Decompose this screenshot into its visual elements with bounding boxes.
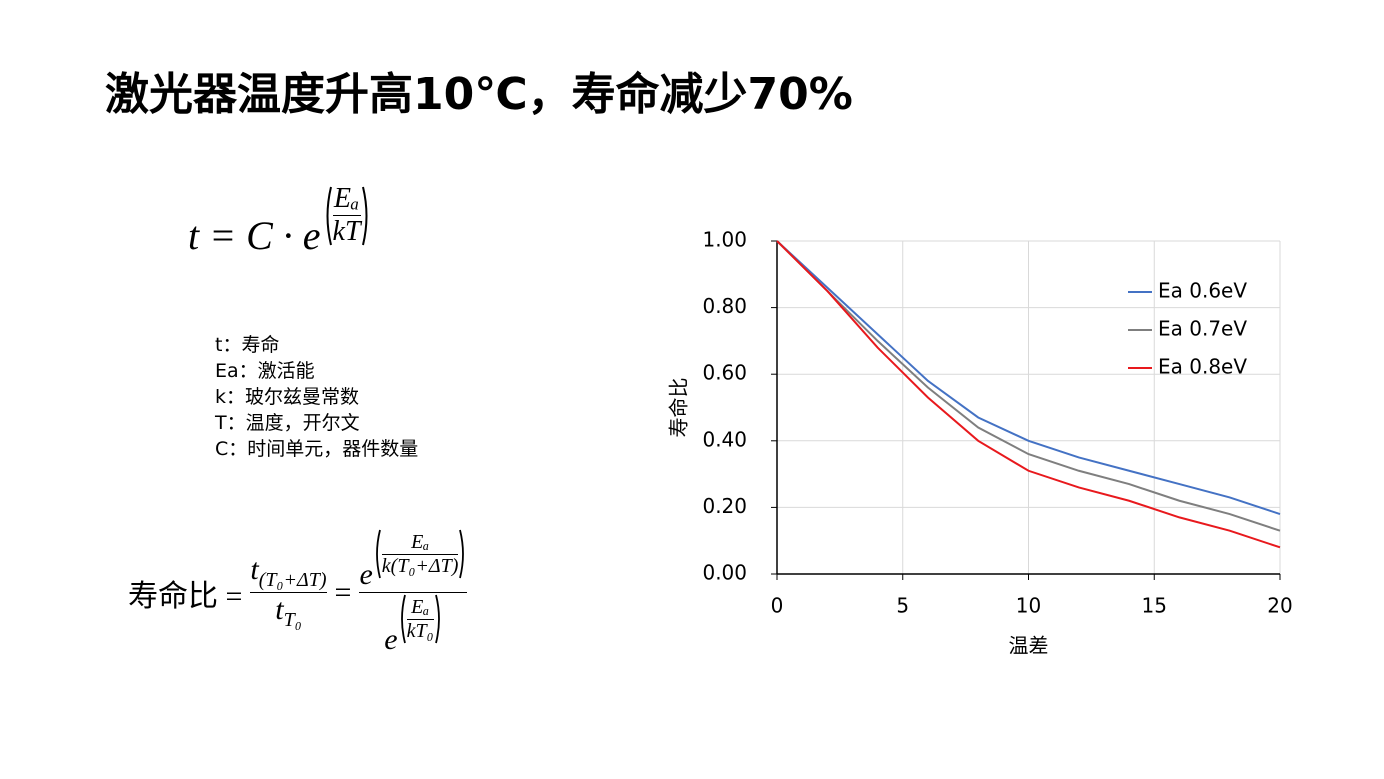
fraction: e Eₐ k(T₀+ΔT) e Eₐ kT₀ bbox=[359, 528, 468, 657]
subscript: (T₀+ΔT) bbox=[258, 569, 327, 591]
y-tick-label: 0.80 bbox=[702, 294, 747, 318]
x-tick-label: 15 bbox=[1142, 594, 1167, 618]
formula-1: t = C · e Eₐ kT bbox=[188, 183, 371, 259]
series-line bbox=[776, 240, 1281, 549]
paren bbox=[434, 594, 440, 644]
fraction: Eₐ k(T₀+ΔT) bbox=[381, 530, 459, 578]
numerator: Eₐ bbox=[411, 530, 430, 553]
x-axis-label: 温差 bbox=[1009, 634, 1049, 658]
slide-title: 激光器温度升高10℃，寿命减少70% bbox=[105, 69, 853, 120]
numerator: e Eₐ k(T₀+ΔT) bbox=[359, 528, 467, 592]
y-tick-label: 0.40 bbox=[702, 427, 747, 451]
base: t bbox=[250, 553, 259, 586]
denominator: kT bbox=[332, 216, 361, 247]
exponent: Eₐ kT bbox=[323, 183, 371, 248]
subscript: T₀ bbox=[283, 609, 302, 631]
fraction: Eₐ kT bbox=[332, 183, 361, 248]
denominator: tT₀ bbox=[275, 593, 301, 632]
paren bbox=[361, 186, 368, 245]
exponent: Eₐ kT₀ bbox=[398, 593, 443, 645]
y-tick-label: 0.20 bbox=[702, 494, 747, 518]
y-tick-label: 0.00 bbox=[702, 561, 747, 585]
y-tick-label: 1.00 bbox=[702, 228, 747, 252]
exponent: Eₐ k(T₀+ΔT) bbox=[373, 528, 468, 580]
numerator: t(T₀+ΔT) bbox=[250, 553, 326, 592]
equals: = bbox=[334, 575, 352, 609]
definitions: t：寿命 Ea：激活能 k：玻尔兹曼常数 T：温度，开尔文 C：时间单元，器件数量 bbox=[215, 332, 418, 462]
legend-label: Ea 0.7eV bbox=[1158, 317, 1247, 341]
numerator: Eₐ bbox=[411, 595, 430, 618]
definition: k：玻尔兹曼常数 bbox=[215, 386, 360, 408]
formula-lhs: t = C · e bbox=[188, 213, 321, 258]
fraction-bar bbox=[406, 618, 434, 620]
y-tick-label: 0.60 bbox=[702, 361, 747, 385]
series-line bbox=[776, 240, 1281, 532]
formula-2: 寿命比 = t(T₀+ΔT) tT₀ = e Eₐ k(T₀+ΔT) e Eₐ kT… bbox=[128, 528, 468, 657]
definition: C：时间单元，器件数量 bbox=[215, 438, 419, 460]
formula-lhs: 寿命比 = bbox=[128, 579, 243, 613]
legend-label: Ea 0.8eV bbox=[1158, 355, 1247, 379]
x-tick-label: 20 bbox=[1267, 594, 1292, 618]
denominator: kT₀ bbox=[406, 619, 434, 642]
paren bbox=[400, 594, 406, 644]
paren bbox=[459, 529, 465, 579]
denominator: e Eₐ kT₀ bbox=[384, 593, 442, 657]
fraction-bar bbox=[250, 592, 327, 593]
x-tick-label: 0 bbox=[771, 594, 784, 618]
x-tick-label: 5 bbox=[896, 594, 909, 618]
definition: Ea：激活能 bbox=[215, 360, 315, 382]
legend-label: Ea 0.6eV bbox=[1158, 279, 1247, 303]
denominator: k(T₀+ΔT) bbox=[381, 554, 459, 577]
fraction-bar bbox=[359, 592, 468, 593]
definition: T：温度，开尔文 bbox=[215, 412, 360, 434]
fraction-bar bbox=[332, 215, 361, 216]
y-axis-label: 寿命比 bbox=[667, 378, 691, 438]
paren bbox=[326, 186, 332, 245]
base: e bbox=[384, 623, 398, 656]
series-line bbox=[776, 240, 1281, 516]
definition: t：寿命 bbox=[215, 334, 280, 356]
paren bbox=[375, 529, 381, 579]
fraction: t(T₀+ΔT) tT₀ bbox=[250, 553, 327, 632]
fraction-bar bbox=[381, 553, 459, 555]
x-tick-label: 10 bbox=[1016, 594, 1041, 618]
numerator: Eₐ bbox=[333, 183, 360, 214]
base: t bbox=[275, 593, 284, 626]
fraction: Eₐ kT₀ bbox=[406, 595, 434, 643]
base: e bbox=[359, 558, 373, 591]
